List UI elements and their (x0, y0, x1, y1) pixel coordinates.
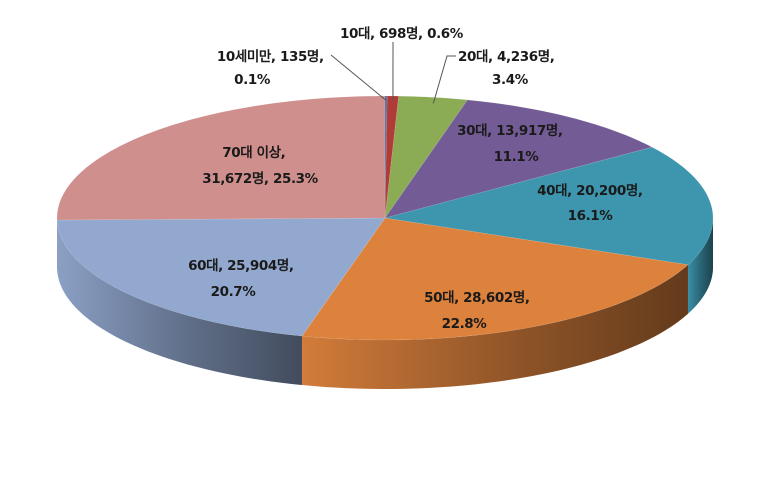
label-60s-line1: 60대, 25,904명, (188, 257, 294, 274)
label-60s: 60대, 25,904명, 20.7% (188, 257, 298, 300)
pie-sides (57, 218, 713, 389)
slice-top-30s (384, 99, 653, 219)
slice-side-shade-60s (57, 220, 302, 386)
label-50s-line1: 50대, 28,602명, (424, 289, 530, 306)
label-40s-line1: 40대, 20,200명, (537, 182, 643, 199)
label-20s-percent: 3.4% (492, 72, 529, 88)
slice-top-20s (384, 95, 468, 219)
label-40s-percent: 16.1% (568, 208, 614, 224)
label-70plus-line2: 31,672명, 25.3% (202, 170, 318, 187)
pie-tops (56, 95, 714, 341)
label-10s: 10대, 698명, 0.6% (340, 25, 464, 42)
label-50s-percent: 22.8% (442, 316, 488, 332)
label-60s-percent: 20.7% (211, 284, 257, 300)
label-70plus-line1: 70대 이상 (222, 144, 281, 161)
label-50s: 50대, 28,602명, 22.8% (424, 289, 534, 332)
slice-side-shade-50s (301, 264, 688, 389)
label-30s-line1: 30대, 13,917명, (457, 122, 563, 139)
label-20s-line1: 20대, 4,236명, (458, 48, 555, 65)
leader-under10 (330, 54, 386, 101)
leader-lines (330, 41, 456, 104)
slice-top-70plus (56, 95, 386, 221)
label-30s-percent: 11.1% (494, 149, 540, 165)
label-under10: 10세미만, 135명, 0.1% (217, 48, 328, 88)
label-under10-line1: 10세미만, 135명, (217, 48, 324, 65)
slice-top-50s (301, 217, 689, 341)
slice-side-shade-40s (687, 218, 713, 314)
slice-top-40s (384, 146, 714, 266)
label-under10-percent: 0.1% (234, 72, 271, 88)
label-30s: 30대, 13,917명, 11.1% (457, 122, 567, 165)
slice-top-60s (56, 217, 386, 337)
label-20s: 20대, 4,236명, 3.4% (458, 48, 559, 88)
leader-20s (432, 55, 456, 104)
label-40s: 40대, 20,200명, 16.1% (537, 182, 647, 224)
